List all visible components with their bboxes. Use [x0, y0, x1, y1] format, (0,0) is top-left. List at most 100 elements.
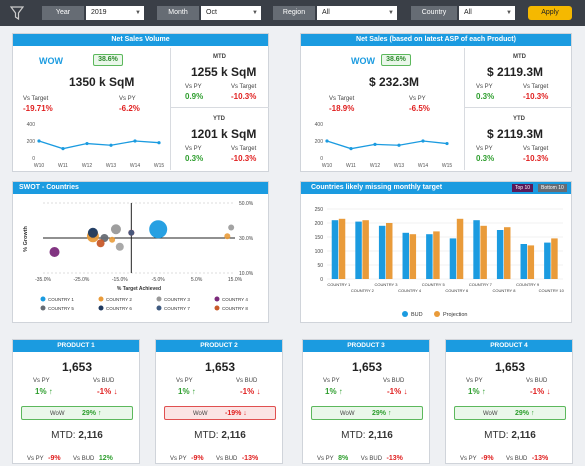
wow-badge: 38.6%: [93, 54, 123, 66]
vs-bud-label: Vs BUD: [236, 378, 258, 384]
bar: [504, 227, 511, 279]
legend-label: COUNTRY 5: [48, 306, 74, 311]
mtd-vs-bud-label: Vs BUD: [216, 456, 238, 462]
mtd-value: 1255 k SqM: [191, 65, 257, 79]
bar: [386, 223, 393, 279]
trend-point: [445, 141, 449, 146]
x-tick-label: COUNTRY 6: [445, 288, 469, 293]
mtd-vs-target-label: Vs Target: [523, 84, 549, 90]
mtd-value: 2,116: [368, 430, 393, 441]
x-tick-label: COUNTRY 7: [469, 282, 493, 287]
scatter-bubble: [96, 239, 105, 248]
legend-swatch: [98, 296, 104, 302]
vs-bud-label: Vs BUD: [526, 378, 548, 384]
ytd-vs-target-label: Vs Target: [231, 146, 257, 152]
mtd-vs-py-value: 8%: [338, 455, 349, 462]
vs-bud-label: Vs BUD: [93, 378, 115, 384]
product-value: 1,653: [61, 360, 93, 374]
x-tick-label: W12: [82, 163, 93, 169]
wow-value: -19%: [225, 410, 242, 417]
legend-label: COUNTRY 1: [48, 297, 74, 302]
legend-swatch: [214, 296, 220, 302]
wow-label: WOW: [351, 56, 375, 66]
vs-py-value: 1%: [178, 387, 190, 396]
card-title: Countries likely missing monthly target: [301, 182, 571, 194]
mtd-vs-py-value: -9%: [48, 455, 61, 462]
mtd-label: MTD:: [194, 430, 219, 441]
month-select[interactable]: Oct ▼: [201, 6, 261, 20]
vs-py-value: -6.5%: [409, 104, 430, 113]
scatter-bubble: [49, 247, 60, 257]
legend-label: COUNTRY 3: [164, 297, 190, 302]
x-tick-label: W11: [58, 163, 68, 169]
scatter-bubble: [224, 233, 231, 240]
trend-point: [397, 143, 401, 147]
mtd-vs-py-value: 0.3%: [476, 92, 495, 101]
wow-value: 29%: [515, 410, 530, 417]
mtd-vs-bud-label: Vs BUD: [73, 456, 95, 462]
apply-button[interactable]: Apply: [528, 6, 572, 20]
vs-py-label: Vs PY: [33, 378, 50, 384]
wow-label: WoW: [483, 411, 498, 417]
mtd-value: 2,116: [78, 430, 103, 441]
legend-swatch: [40, 296, 46, 302]
arrow-down-icon: ↓: [546, 387, 551, 396]
legend-label: BUD: [411, 312, 423, 318]
vs-target-label: Vs Target: [329, 96, 355, 102]
mtd-vs-py-label: Vs PY: [170, 456, 187, 462]
bar: [456, 218, 464, 279]
wow-box: WoW -19% ↓: [164, 406, 276, 420]
y-tick-label: 400: [315, 122, 324, 128]
trend-line: [326, 140, 448, 150]
region-select[interactable]: All ▼: [317, 6, 397, 20]
mtd-vs-bud-value: 12%: [98, 455, 113, 462]
wow-label: WoW: [193, 411, 208, 417]
mtd-label: MTD: [213, 54, 226, 60]
wow-value: 29%: [82, 410, 97, 417]
filter-icon[interactable]: [10, 5, 24, 21]
vs-py-value: 1%: [468, 387, 480, 396]
arrow-up-icon: ↑: [338, 387, 343, 396]
mtd-vs-py-label: Vs PY: [27, 456, 44, 462]
vs-py-label: Vs PY: [323, 378, 340, 384]
country-select[interactable]: All ▼: [459, 6, 515, 20]
x-tick-label: -35.0%: [35, 277, 51, 283]
chevron-down-icon: ▼: [252, 10, 258, 16]
ytd-vs-py-value: 0.3%: [185, 154, 204, 163]
mtd-vs-bud-label: Vs BUD: [506, 456, 528, 462]
ytd-vs-target-label: Vs Target: [523, 146, 549, 152]
ytd-vs-py-label: Vs PY: [476, 146, 493, 152]
legend-label: COUNTRY 4: [222, 297, 248, 302]
wow-box: WoW 29% ↑: [454, 406, 566, 420]
mtd-value: 2,116: [511, 430, 536, 441]
bar: [480, 225, 487, 279]
x-tick-label: W12: [370, 163, 381, 169]
vs-target-value: -19.71%: [23, 104, 53, 113]
bar: [331, 220, 339, 279]
bar: [527, 245, 535, 279]
year-select[interactable]: 2019 ▼: [86, 6, 144, 20]
scatter-bubble: [128, 229, 135, 236]
net-sales-volume-card: Net Sales Volume WOW 38.6% 1350 k SqM Vs…: [12, 33, 269, 172]
x-axis-label: % Target Achieved: [117, 286, 161, 292]
legend-label: COUNTRY 2: [106, 297, 132, 302]
top-10-button[interactable]: Top 10: [512, 184, 534, 192]
vs-bud-value: -1%: [530, 387, 545, 396]
arrow-up-icon: ↑: [481, 387, 486, 396]
y-tick-label: 200: [315, 139, 324, 145]
bar: [409, 234, 417, 279]
vs-bud-value: -1%: [97, 387, 112, 396]
year-label: Year: [42, 6, 84, 20]
x-tick-label: W15: [442, 163, 453, 169]
wow-label: WoW: [50, 411, 65, 417]
y-tick-label: 0: [32, 156, 35, 162]
vs-py-value: 1%: [35, 387, 47, 396]
bottom-10-button[interactable]: Bottom 10: [538, 184, 567, 192]
mtd-vs-target-value: -10.3%: [231, 92, 257, 101]
ytd-vs-target-value: -10.3%: [231, 154, 257, 163]
mtd-vs-bud-value: -13%: [241, 455, 259, 462]
wow-box: WoW 29% ↑: [311, 406, 423, 420]
legend-swatch: [156, 296, 162, 302]
product-card: PRODUCT 4 1,653 Vs PY Vs BUD 1% ↑ -1% ↓ …: [445, 339, 573, 464]
